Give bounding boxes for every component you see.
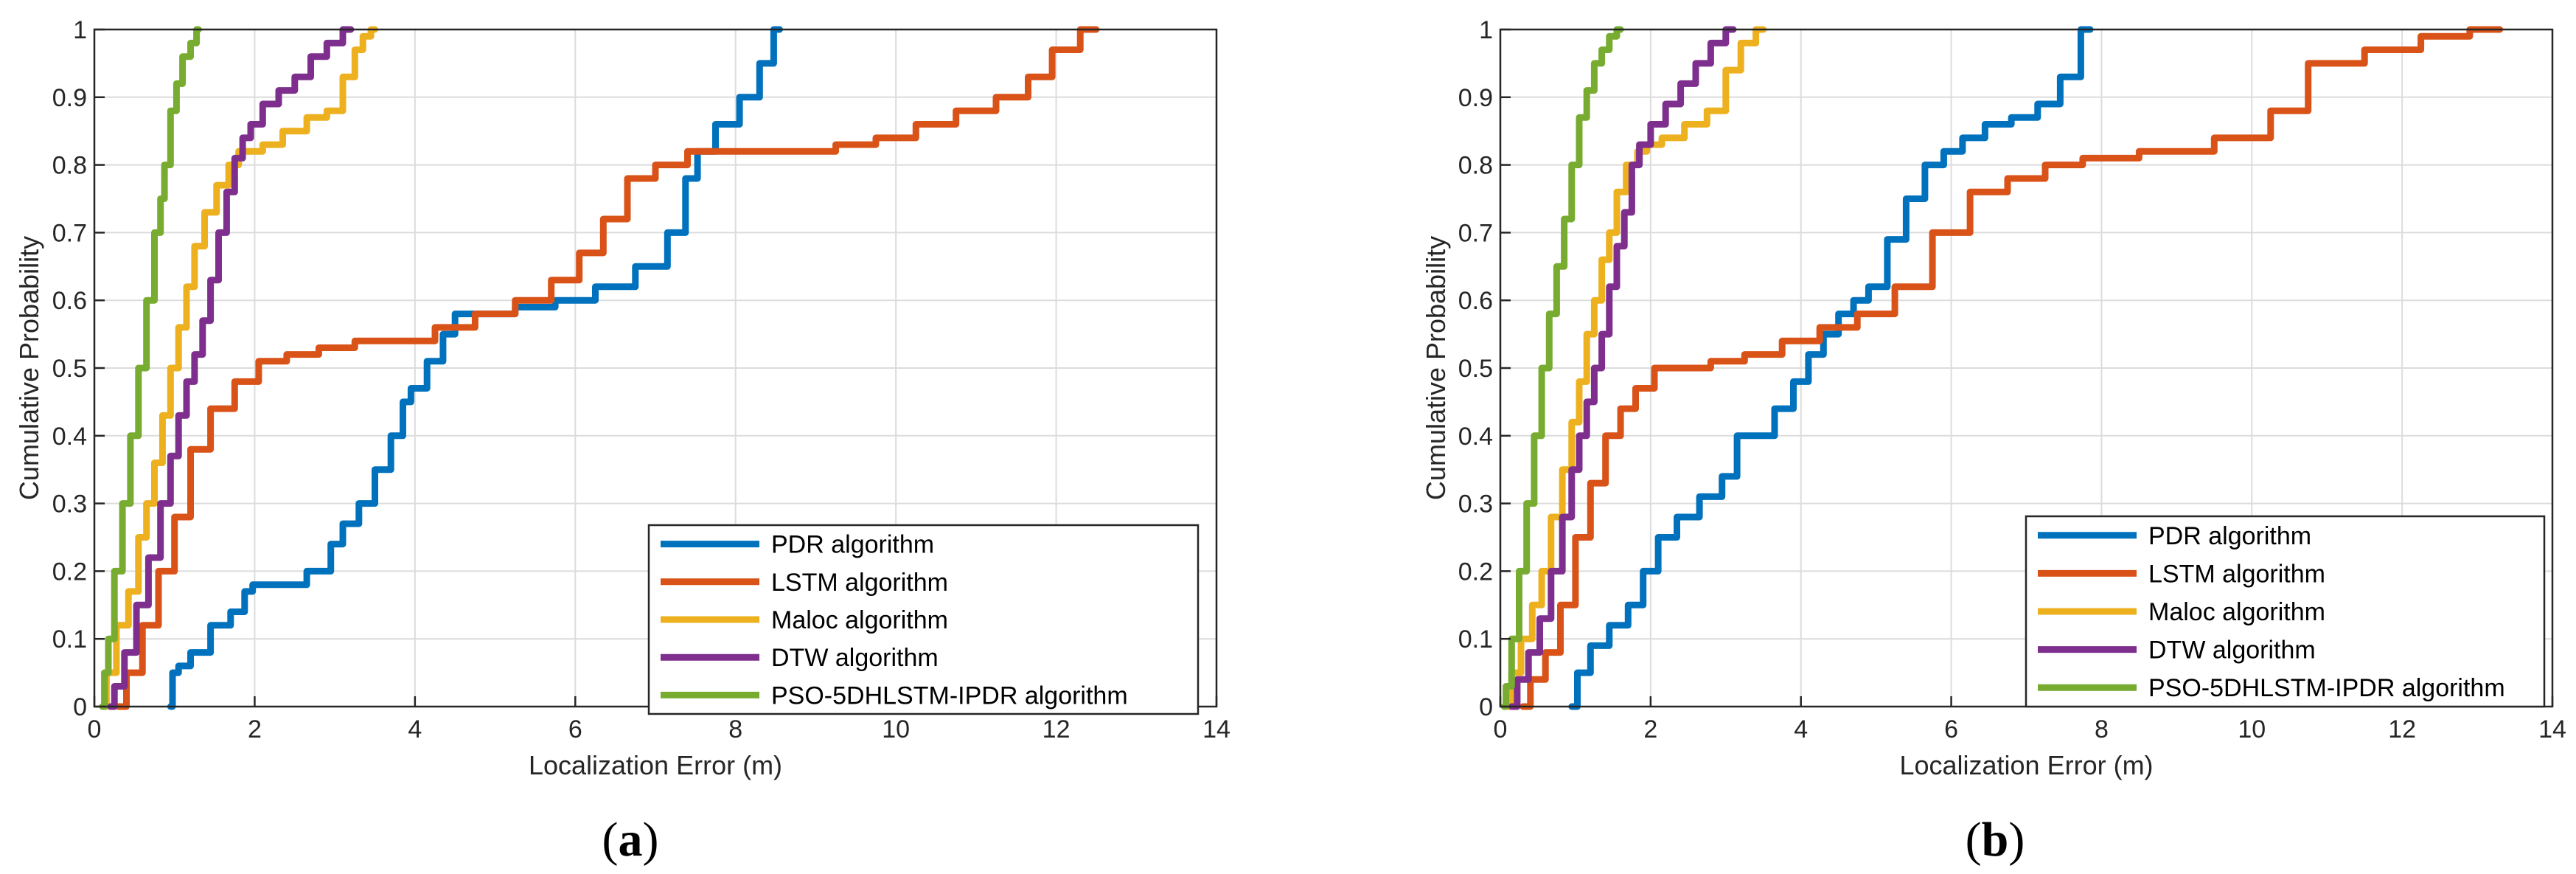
x-tick-label: 14 — [1202, 715, 1230, 743]
y-tick-label: 0.5 — [52, 355, 87, 383]
x-tick-label: 0 — [1494, 715, 1508, 743]
legend-label-pso: PSO-5DHLSTM-IPDR algorithm — [771, 681, 1128, 710]
y-tick-label: 0.1 — [1458, 625, 1493, 653]
y-tick-label: 1 — [73, 16, 87, 44]
legend-label-pdr: PDR algorithm — [2148, 522, 2311, 550]
legend-label-dtw: DTW algorithm — [2148, 637, 2316, 665]
x-tick-label: 12 — [1042, 715, 1071, 743]
y-tick-label: 0.2 — [52, 558, 87, 586]
legend-label-lstm: LSTM algorithm — [2148, 560, 2325, 588]
y-tick-label: 0.6 — [52, 287, 87, 315]
y-tick-label: 1 — [1479, 16, 1493, 44]
x-tick-label: 4 — [1794, 715, 1808, 743]
series-line-maloc — [1504, 26, 1767, 710]
y-tick-label: 0.8 — [1458, 152, 1493, 180]
panel-caption: (a) — [602, 813, 659, 867]
legend: PDR algorithm LSTM algorithm Maloc algorit… — [647, 524, 1200, 715]
x-tick-label: 10 — [2238, 715, 2266, 743]
x-tick-label: 6 — [1944, 715, 1958, 743]
legend-label-lstm: LSTM algorithm — [771, 569, 948, 597]
y-tick-label: 0.6 — [1458, 287, 1493, 315]
legend-label-dtw: DTW algorithm — [771, 644, 939, 672]
panel-caption: (b) — [1966, 813, 2025, 867]
y-tick-label: 0.2 — [1458, 558, 1493, 586]
series-line-dtw — [107, 26, 355, 710]
series-line-pdr — [167, 26, 783, 710]
x-tick-label: 6 — [568, 715, 582, 743]
y-tick-label: 0.3 — [1458, 490, 1493, 518]
x-axis-label: Localization Error (m) — [1899, 750, 2153, 780]
x-tick-label: 12 — [2388, 715, 2416, 743]
x-tick-label: 14 — [2538, 715, 2566, 743]
chart-panel-b: 0 2 4 6 8 10 12 14 0 0.1 0.2 0.3 0.4 0.5 0.6 0.7 0.8 0.9 1… — [1421, 16, 2566, 867]
legend-label-maloc: Maloc algorithm — [771, 606, 948, 634]
legend-label-maloc: Maloc algorithm — [2148, 598, 2325, 626]
x-axis-label: Localization Error (m) — [529, 750, 782, 780]
y-tick-label: 0.3 — [52, 490, 87, 518]
y-tick-label: 0 — [73, 693, 87, 721]
legend-label-pdr: PDR algorithm — [771, 531, 934, 559]
series-line-lstm — [115, 26, 1100, 710]
y-tick-label: 0.7 — [1458, 219, 1493, 247]
y-tick-label: 0.8 — [52, 152, 87, 180]
x-tick-label: 8 — [728, 715, 742, 743]
y-tick-label: 0.7 — [52, 219, 87, 247]
series-line-pso — [1500, 26, 1624, 710]
legend: PDR algorithm LSTM algorithm Maloc algorit… — [2025, 515, 2546, 708]
x-tick-label: 2 — [1643, 715, 1657, 743]
y-tick-label: 0 — [1479, 693, 1493, 721]
series-line-maloc — [99, 26, 378, 710]
y-tick-label: 0.9 — [1458, 84, 1493, 112]
series-group — [1500, 26, 2504, 710]
y-axis-label: Cumulative Probability — [1421, 236, 1451, 500]
y-tick-label: 0.9 — [52, 84, 87, 112]
x-tick-label: 0 — [88, 715, 102, 743]
x-tick-label: 4 — [408, 715, 422, 743]
y-axis-label: Cumulative Probability — [14, 236, 44, 500]
series-line-pdr — [1568, 26, 2094, 710]
series-line-pso — [99, 26, 202, 710]
chart-panel-a: 0 2 4 6 8 10 12 14 0 0.1 0.2 0.3 0.4 0.5 0.6 0.7 0.8 0.9 1… — [14, 16, 1230, 867]
x-tick-label: 8 — [2095, 715, 2109, 743]
legend-label-pso: PSO-5DHLSTM-IPDR algorithm — [2148, 674, 2505, 702]
y-tick-label: 0.4 — [1458, 423, 1493, 451]
y-tick-label: 0.4 — [52, 423, 87, 451]
x-tick-label: 10 — [882, 715, 910, 743]
series-group — [99, 26, 1100, 710]
y-tick-label: 0.5 — [1458, 355, 1493, 383]
x-tick-label: 2 — [248, 715, 262, 743]
series-line-lstm — [1520, 26, 2504, 710]
series-line-dtw — [1508, 26, 1737, 710]
y-tick-label: 0.1 — [52, 625, 87, 653]
